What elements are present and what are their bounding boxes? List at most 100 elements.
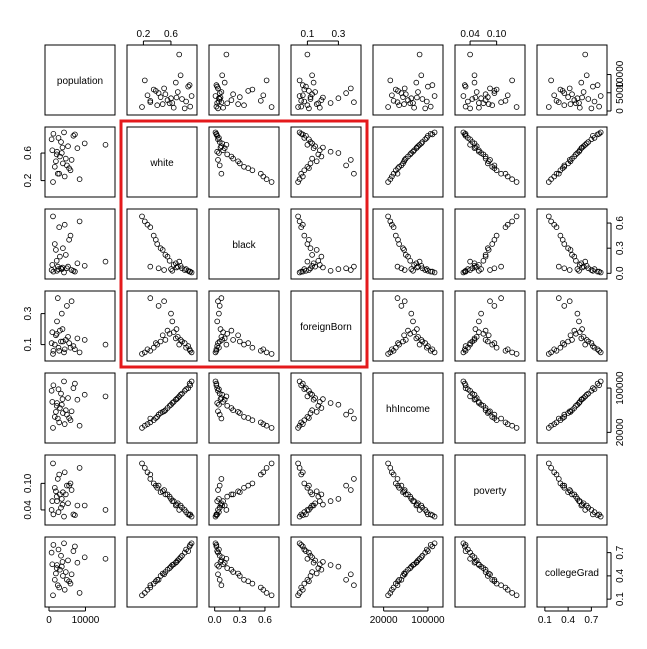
data-point xyxy=(169,498,176,504)
data-point xyxy=(159,332,166,339)
data-point xyxy=(303,548,309,554)
data-point xyxy=(221,145,228,152)
data-point xyxy=(416,341,423,348)
data-point xyxy=(394,582,401,588)
data-point xyxy=(309,262,315,269)
data-point xyxy=(299,131,306,138)
data-point xyxy=(235,332,241,339)
data-point xyxy=(213,346,220,353)
panel-poverty-population xyxy=(44,454,116,526)
data-point xyxy=(54,267,60,274)
data-point xyxy=(413,335,420,342)
data-point xyxy=(63,155,69,162)
data-point xyxy=(304,576,311,583)
data-point xyxy=(176,51,183,58)
data-point xyxy=(385,213,391,220)
tick-label: 0 xyxy=(615,108,626,114)
data-point xyxy=(55,546,62,553)
data-point xyxy=(295,104,301,110)
data-point xyxy=(555,170,562,177)
data-point xyxy=(139,592,145,599)
data-point xyxy=(401,267,408,273)
data-point xyxy=(74,260,81,267)
data-point xyxy=(66,415,72,421)
data-point xyxy=(215,85,221,92)
data-point xyxy=(49,262,56,268)
tick-label: 0.6 xyxy=(164,29,178,40)
data-point xyxy=(58,139,64,145)
data-point xyxy=(245,578,252,585)
data-point xyxy=(215,507,221,513)
data-point xyxy=(591,98,598,105)
data-point xyxy=(398,303,405,309)
data-point xyxy=(157,338,164,345)
data-point xyxy=(509,77,515,84)
data-point xyxy=(567,247,574,253)
data-point xyxy=(306,88,312,94)
data-point xyxy=(566,298,573,305)
data-point xyxy=(551,346,557,353)
data-point xyxy=(61,540,67,547)
data-point xyxy=(185,343,192,349)
data-point xyxy=(72,543,78,550)
data-point xyxy=(504,221,511,228)
data-point xyxy=(335,563,342,570)
data-point xyxy=(51,341,58,348)
data-point xyxy=(263,590,270,596)
data-point xyxy=(467,267,473,273)
data-point xyxy=(579,94,585,101)
data-point xyxy=(487,157,493,163)
highlight-box xyxy=(119,119,369,369)
data-point xyxy=(53,570,59,577)
data-point xyxy=(159,101,166,107)
panel-population-foreignBorn xyxy=(290,44,362,116)
data-point xyxy=(139,213,145,220)
data-point xyxy=(161,85,167,92)
data-point xyxy=(68,571,75,578)
data-point xyxy=(405,327,411,334)
data-point xyxy=(513,592,520,599)
data-point xyxy=(306,578,312,585)
data-point xyxy=(594,131,601,138)
data-point xyxy=(493,232,500,239)
data-point xyxy=(429,82,436,88)
data-point xyxy=(188,93,195,99)
data-point xyxy=(217,396,224,402)
data-point xyxy=(179,96,185,102)
data-point xyxy=(245,88,252,94)
data-point xyxy=(299,82,306,88)
data-point xyxy=(303,267,309,274)
data-point xyxy=(462,103,469,110)
data-point xyxy=(65,395,71,401)
data-point xyxy=(310,559,317,566)
data-point xyxy=(55,344,62,351)
data-point xyxy=(214,318,221,325)
data-point xyxy=(307,552,314,559)
data-point xyxy=(237,338,243,345)
data-point xyxy=(70,343,77,349)
data-point xyxy=(579,144,585,151)
data-point xyxy=(235,158,241,165)
data-point xyxy=(594,380,601,387)
data-point xyxy=(224,100,231,107)
data-point xyxy=(491,165,498,172)
data-point xyxy=(413,260,420,267)
data-point xyxy=(559,165,566,172)
data-point xyxy=(559,482,566,489)
data-point xyxy=(164,405,171,411)
data-point xyxy=(482,327,489,334)
data-point xyxy=(76,176,83,183)
variable-label-black: black xyxy=(232,240,256,251)
data-point xyxy=(545,213,552,220)
data-point xyxy=(491,578,498,585)
data-point xyxy=(504,586,511,593)
data-point xyxy=(161,487,167,493)
data-point xyxy=(594,512,601,518)
data-point xyxy=(491,415,498,421)
panel-population-black xyxy=(208,44,280,116)
data-point xyxy=(310,79,317,86)
data-point xyxy=(296,77,303,84)
data-point xyxy=(351,263,357,270)
data-point xyxy=(576,267,582,274)
data-point xyxy=(476,562,482,568)
